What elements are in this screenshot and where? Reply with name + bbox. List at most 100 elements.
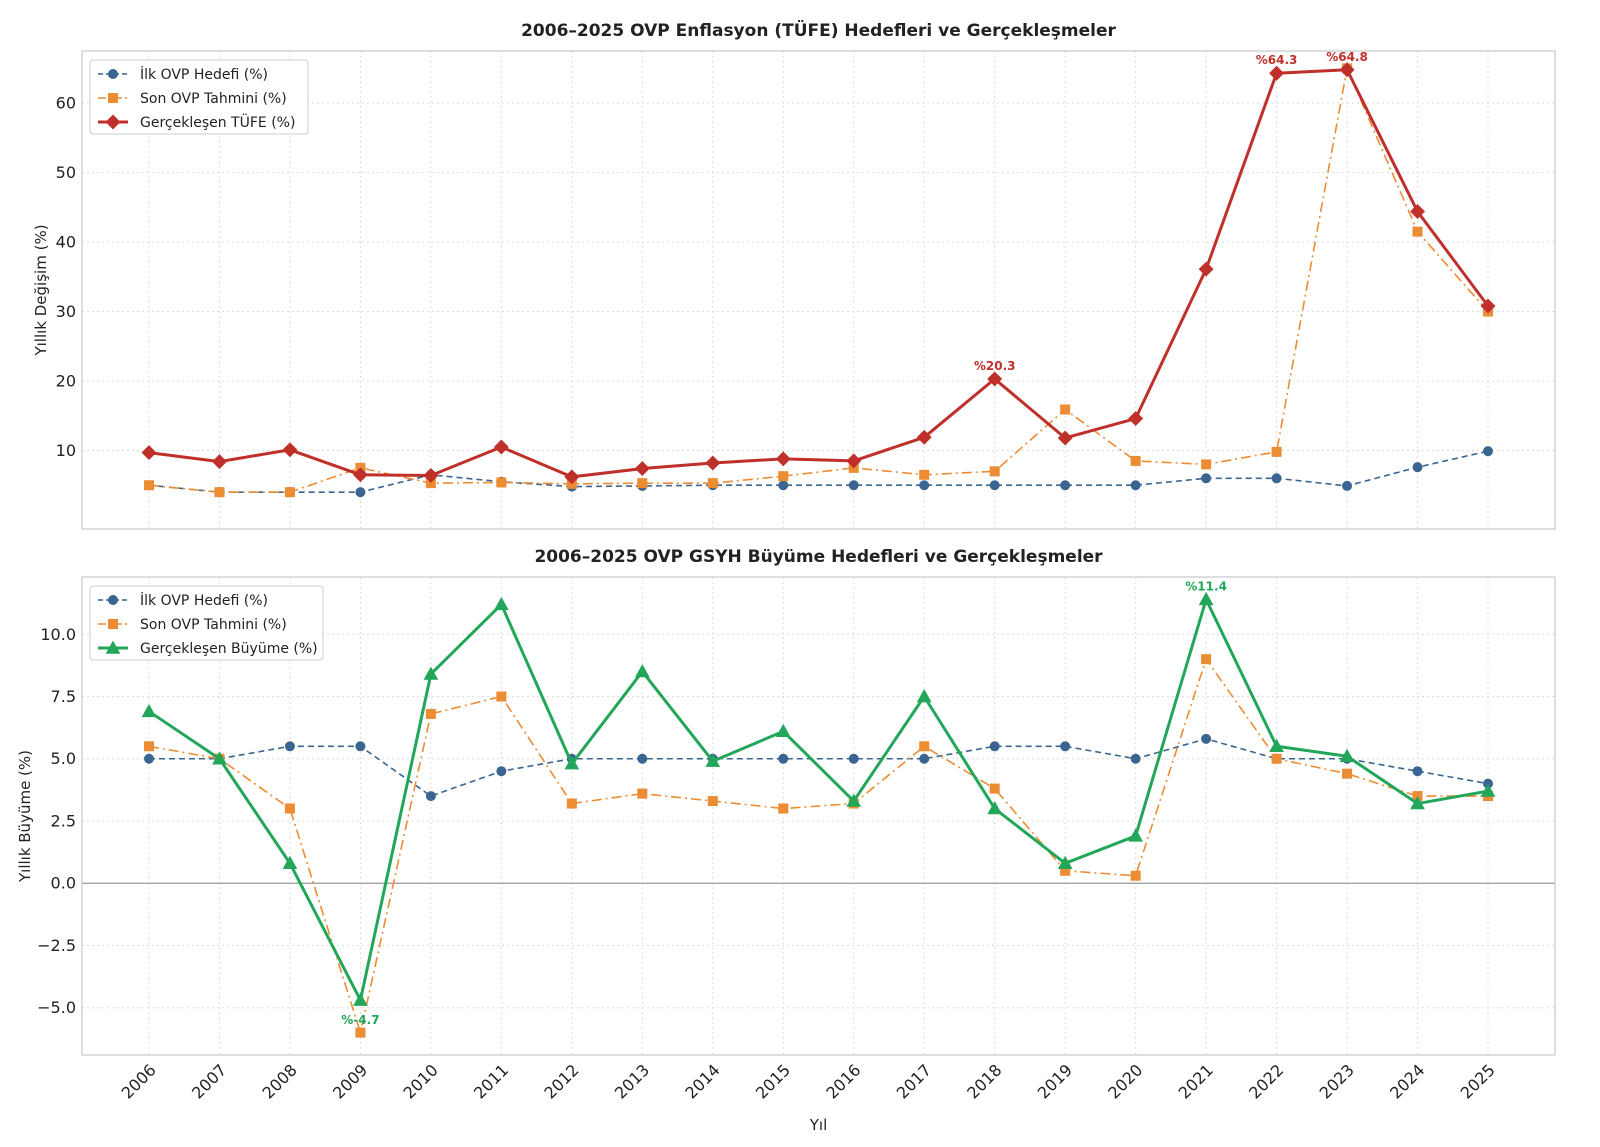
legend: İlk OVP Hedefi (%) Son OVP Tahmini (%) Ger… [89, 585, 324, 661]
data-point [637, 478, 648, 489]
y-tick-label: 30 [56, 302, 76, 321]
legend-label: Son OVP Tahmini (%) [140, 617, 287, 633]
data-point [564, 756, 580, 770]
y-tick-label: 50 [56, 163, 76, 182]
x-tick-label: 2010 [399, 1060, 441, 1102]
data-point [634, 461, 650, 477]
y-tick-label: 5.0 [51, 749, 76, 768]
data-point [355, 1027, 366, 1038]
data-point [1269, 738, 1284, 752]
x-tick-label: 2014 [681, 1060, 723, 1102]
chart-panel-1: 10 20 30 40 50 60 2006–2025 OVP Enflasyon (TÜF… [32, 19, 1556, 530]
plot-frame [81, 50, 1556, 530]
y-tick-label: 2.5 [51, 811, 76, 830]
data-point [566, 798, 577, 809]
data-point [1412, 226, 1423, 237]
data-point [144, 753, 154, 764]
legend-marker [105, 114, 121, 130]
data-point [1480, 783, 1496, 797]
data-point [1201, 733, 1212, 744]
data-point [987, 801, 1003, 815]
y-axis-label: Yıllık Büyüme (%) [16, 750, 34, 883]
y-tick-label: 0.0 [51, 874, 76, 893]
data-point [1060, 404, 1071, 415]
data-point [352, 467, 368, 483]
x-tick-label: 2012 [540, 1060, 582, 1102]
data-point [1060, 480, 1071, 491]
data-point [919, 753, 930, 764]
data-point [282, 442, 298, 458]
data-point [707, 478, 718, 489]
data-point [1130, 870, 1141, 881]
x-tick-label: 2016 [822, 1060, 864, 1102]
y-tick-label: −5.0 [37, 998, 76, 1017]
data-point [282, 855, 298, 870]
series-3 [141, 62, 1496, 485]
data-point [1480, 298, 1496, 314]
x-tick-label: 2021 [1175, 1060, 1217, 1102]
chart-title: 2006–2025 OVP GSYH Büyüme Hedefleri ve G… [534, 547, 1103, 567]
data-point [1271, 473, 1282, 484]
plot-area [82, 577, 1555, 1055]
x-tick-label: 2018 [963, 1060, 1005, 1102]
data-point [1201, 654, 1212, 665]
data-point [634, 664, 650, 678]
data-point [916, 688, 932, 703]
data-point [1483, 446, 1493, 457]
series-line [148, 67, 1489, 493]
data-point [1271, 446, 1282, 457]
data-point [1057, 430, 1073, 446]
data-point [1057, 855, 1073, 870]
data-point [214, 487, 225, 498]
y-tick-label: 60 [56, 94, 76, 113]
legend-label: Son OVP Tahmini (%) [140, 91, 287, 107]
chart-title: 2006–2025 OVP Enflasyon (TÜFE) Hedefleri… [521, 19, 1116, 41]
data-point [989, 466, 1000, 477]
legend-marker [108, 69, 118, 79]
data-point [1060, 741, 1071, 752]
x-tick-label: 2007 [188, 1060, 230, 1102]
data-point [1198, 591, 1214, 606]
legend-box [89, 59, 309, 135]
data-point [141, 445, 157, 461]
series-line [148, 68, 1490, 479]
y-tick-label: 20 [56, 372, 76, 391]
plot-area [82, 51, 1555, 529]
data-point [846, 793, 862, 807]
data-point [423, 666, 439, 680]
legend-marker [108, 619, 118, 629]
legend-label: Gerçekleşen Büyüme (%) [140, 641, 318, 657]
data-point [144, 741, 154, 752]
data-point [1128, 828, 1143, 842]
data-point [989, 783, 1000, 794]
data-point [1412, 462, 1423, 473]
data-point [1271, 753, 1282, 764]
series-line [148, 450, 1489, 493]
data-point [355, 487, 366, 498]
data-point [425, 708, 436, 719]
y-tick-label: 7.5 [51, 687, 76, 706]
data-label: %11.4 [1185, 579, 1227, 593]
data-point [1128, 411, 1144, 426]
data-point [846, 453, 862, 469]
data-point [496, 691, 507, 702]
data-point [1201, 473, 1212, 484]
data-point [848, 480, 859, 491]
x-tick-label: 2020 [1104, 1060, 1146, 1102]
x-tick-label: 2019 [1034, 1060, 1076, 1102]
data-point [1410, 204, 1425, 219]
data-point [848, 753, 859, 764]
x-tick-label: 2009 [329, 1060, 371, 1102]
data-point [637, 788, 648, 799]
data-point [1412, 766, 1423, 777]
x-tick-label: 2017 [893, 1060, 935, 1102]
series-line [148, 597, 1489, 1002]
data-point [916, 429, 932, 445]
legend-marker [105, 640, 121, 654]
data-point [284, 487, 295, 498]
legend-marker [108, 93, 118, 103]
y-tick-label: 40 [56, 233, 76, 252]
data-point [496, 766, 507, 777]
data-point [284, 741, 295, 752]
